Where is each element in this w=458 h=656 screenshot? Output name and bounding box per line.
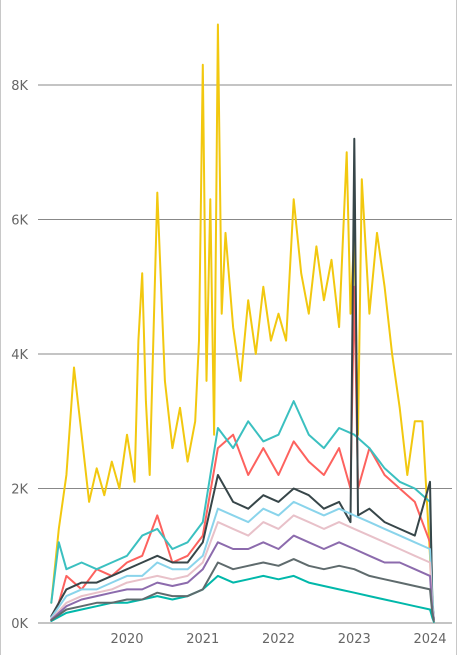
x-tick-label: 2021 [186,632,219,647]
series-line-7 [50,534,435,621]
y-tick-label: 0K [11,617,28,632]
series-line-4 [50,137,435,621]
x-tick-label: 2024 [413,632,446,647]
x-tick-label: 2023 [338,632,371,647]
x-tick-label: 2022 [262,632,295,647]
series-group [50,23,435,623]
gridlines [38,84,452,624]
series-line-6 [50,514,435,621]
y-tick-label: 4K [11,348,28,363]
y-tick-label: 8K [11,79,28,94]
series-line-3 [50,400,435,621]
y-axis-labels: 0K 2K 4K 6K 8K [11,79,28,632]
x-tick-label: 2020 [110,632,143,647]
series-line-1 [50,23,435,621]
x-axis-labels: 2020 2021 2022 2023 2024 [110,632,446,647]
series-line-8 [50,574,435,623]
y-tick-label: 6K [11,214,28,229]
series-line-2 [50,285,435,621]
series-line-5 [50,500,435,621]
series-line-9 [50,558,435,622]
y-tick-label: 2K [11,483,28,498]
